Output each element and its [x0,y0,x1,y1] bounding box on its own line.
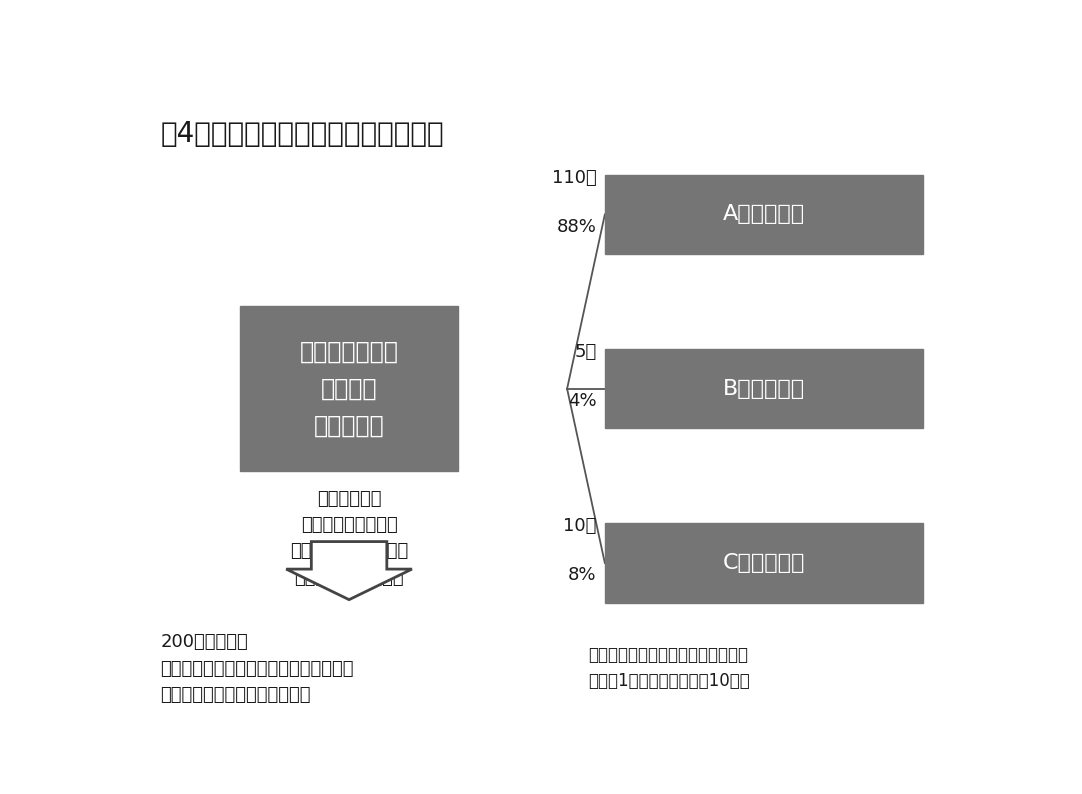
Text: 出典：厚生労働省資料を参考に作成
　注：1単位は原則として10円。: 出典：厚生労働省資料を参考に作成 注：1単位は原則として10円。 [589,646,750,690]
Text: A介護事業所: A介護事業所 [723,205,805,225]
Bar [605,523,924,603]
Text: B介護事業所: B介護事業所 [723,379,805,399]
Text: 8%: 8% [568,566,596,584]
Text: 200単位の減算
「正当な理由」を市町村に提出しても、
　認められない場合は同じ扱い: 200単位の減算 「正当な理由」を市町村に提出しても、 認められない場合は同じ扱… [160,634,354,704]
Text: 5件: 5件 [575,343,596,361]
Text: 88%: 88% [556,218,596,236]
Text: 事業所全体で
訪問介護サービスを
ケアプランに位置付けた
実績が125件の場合: 事業所全体で 訪問介護サービスを ケアプランに位置付けた 実績が125件の場合 [290,490,408,587]
Bar [605,349,924,429]
Text: 4%: 4% [568,391,596,410]
Text: 110件: 110件 [552,169,596,187]
Text: 図4：特定事業所集中減算のイメージ: 図4：特定事業所集中減算のイメージ [160,120,444,148]
Text: C介護事業所: C介護事業所 [723,553,805,573]
Polygon shape [286,542,412,599]
Text: ケアマネジャー
居宅介護
支援事業所: ケアマネジャー 居宅介護 支援事業所 [300,340,398,438]
Bar [605,175,924,254]
Bar [240,306,458,472]
Text: 10件: 10件 [563,518,596,535]
